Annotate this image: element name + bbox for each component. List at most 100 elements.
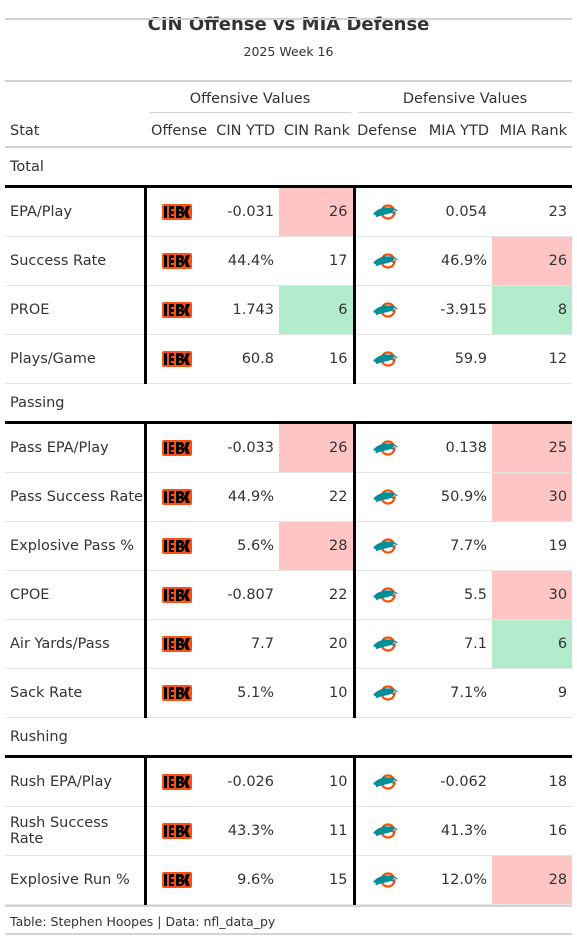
col-header-defense: Defense [357, 123, 417, 139]
defense-logo-cell [354, 619, 416, 669]
stats-table-body: Total EPA/Play -0.031 26 0.054 23 Success Ra… [5, 148, 573, 905]
defense-logo-cell [354, 285, 416, 335]
dolphins-logo-icon [372, 440, 399, 456]
spanner-offensive-values: Offensive Values [149, 87, 351, 113]
cin-rank-value: 16 [279, 334, 356, 384]
bengals-logo-icon [161, 823, 192, 839]
mia-ytd-value: 0.054 [416, 186, 492, 237]
stat-name: Explosive Pass % [5, 521, 145, 571]
cin-rank-value: 26 [279, 422, 356, 473]
stats-table: Total EPA/Play -0.031 26 0.054 23 Success Ra… [5, 148, 573, 905]
mia-ytd-value: 59.9 [416, 334, 492, 384]
top-rule [5, 18, 572, 20]
table-row: Pass Success Rate 44.9% 22 50.9% 30 [5, 472, 573, 522]
dolphins-logo-icon [372, 538, 399, 554]
spanner-defensive-underline [358, 112, 572, 113]
dolphins-logo-icon [372, 774, 399, 790]
cin-ytd-value: -0.033 [207, 422, 279, 473]
offense-logo-cell [143, 186, 207, 237]
group-label: Total [5, 148, 573, 188]
cin-ytd-value: -0.807 [207, 570, 279, 620]
mia-ytd-value: 5.5 [416, 570, 492, 620]
cin-ytd-value: 44.9% [207, 472, 279, 522]
stat-name: Rush Success Rate [5, 806, 145, 856]
offense-logo-cell [143, 472, 207, 522]
mia-rank-value: 28 [492, 855, 573, 905]
mia-rank-value: 6 [492, 619, 573, 669]
cin-rank-value: 11 [279, 806, 356, 856]
mia-rank-value: 30 [492, 570, 573, 620]
matchup-table-container: CIN Offense vs MIA Defense 2025 Week 16 … [5, 13, 573, 935]
cin-rank-value: 10 [279, 756, 356, 807]
offense-logo-cell [143, 334, 207, 384]
table-row: Success Rate 44.4% 17 46.9% 26 [5, 236, 573, 286]
mia-ytd-value: -3.915 [416, 285, 492, 335]
mia-rank-value: 12 [492, 334, 573, 384]
defense-logo-cell [354, 334, 416, 384]
defense-logo-cell [354, 806, 416, 856]
bengals-logo-icon [161, 685, 192, 701]
stat-name: Plays/Game [5, 334, 145, 384]
defense-logo-cell [354, 855, 416, 905]
col-header-mia-ytd: MIA YTD [428, 123, 489, 139]
stat-name: EPA/Play [5, 186, 145, 237]
mia-ytd-value: 7.1 [416, 619, 492, 669]
cin-rank-value: 22 [279, 570, 356, 620]
dolphins-logo-icon [372, 489, 399, 505]
bengals-logo-icon [161, 302, 192, 318]
stat-name: Pass EPA/Play [5, 422, 145, 473]
col-header-cin-rank: CIN Rank [283, 123, 350, 139]
col-header-stat: Stat [10, 123, 40, 139]
dolphins-logo-icon [372, 351, 399, 367]
stat-name: Air Yards/Pass [5, 619, 145, 669]
dolphins-logo-icon [372, 823, 399, 839]
group-label: Passing [5, 383, 573, 424]
cin-rank-value: 22 [279, 472, 356, 522]
table-row: Explosive Pass % 5.6% 28 7.7% 19 [5, 521, 573, 571]
spanner-offensive-underline [149, 112, 351, 113]
table-source-note: Table: Stephen Hoopes | Data: nfl_data_p… [5, 905, 572, 935]
defense-logo-cell [354, 236, 416, 286]
column-header-rule [5, 146, 572, 148]
mia-rank-value: 25 [492, 422, 573, 473]
offense-logo-cell [143, 236, 207, 286]
table-row: Air Yards/Pass 7.7 20 7.1 6 [5, 619, 573, 669]
cin-ytd-value: -0.026 [207, 756, 279, 807]
mia-ytd-value: 46.9% [416, 236, 492, 286]
cin-ytd-value: -0.031 [207, 186, 279, 237]
dolphins-logo-icon [372, 685, 399, 701]
mia-rank-value: 16 [492, 806, 573, 856]
stat-name: Explosive Run % [5, 855, 145, 905]
group-header-row: Total [5, 148, 573, 188]
col-header-offense: Offense [151, 123, 207, 139]
cin-ytd-value: 1.743 [207, 285, 279, 335]
dolphins-logo-icon [372, 872, 399, 888]
table-row: Plays/Game 60.8 16 59.9 12 [5, 334, 573, 384]
table-row: PROE 1.743 6 -3.915 8 [5, 285, 573, 335]
cin-ytd-value: 5.6% [207, 521, 279, 571]
bengals-logo-icon [161, 774, 192, 790]
offense-logo-cell [143, 570, 207, 620]
mia-ytd-value: 7.1% [416, 668, 492, 718]
bengals-logo-icon [161, 872, 192, 888]
defense-logo-cell [354, 186, 416, 237]
stat-name: Rush EPA/Play [5, 756, 145, 807]
offense-logo-cell [143, 668, 207, 718]
cin-rank-value: 15 [279, 855, 356, 905]
defense-logo-cell [354, 521, 416, 571]
cin-rank-value: 10 [279, 668, 356, 718]
bengals-logo-icon [161, 489, 192, 505]
dolphins-logo-icon [372, 587, 399, 603]
group-label: Rushing [5, 717, 573, 758]
cin-ytd-value: 60.8 [207, 334, 279, 384]
bengals-logo-icon [161, 587, 192, 603]
stat-name: Sack Rate [5, 668, 145, 718]
offense-logo-cell [143, 806, 207, 856]
group-header-row: Rushing [5, 717, 573, 758]
heading-rule [5, 80, 572, 82]
table-row: Pass EPA/Play -0.033 26 0.138 25 [5, 422, 573, 473]
mia-rank-value: 23 [492, 186, 573, 237]
defense-logo-cell [354, 756, 416, 807]
col-header-mia-rank: MIA Rank [499, 123, 567, 139]
col-header-cin-ytd: CIN YTD [216, 123, 275, 139]
